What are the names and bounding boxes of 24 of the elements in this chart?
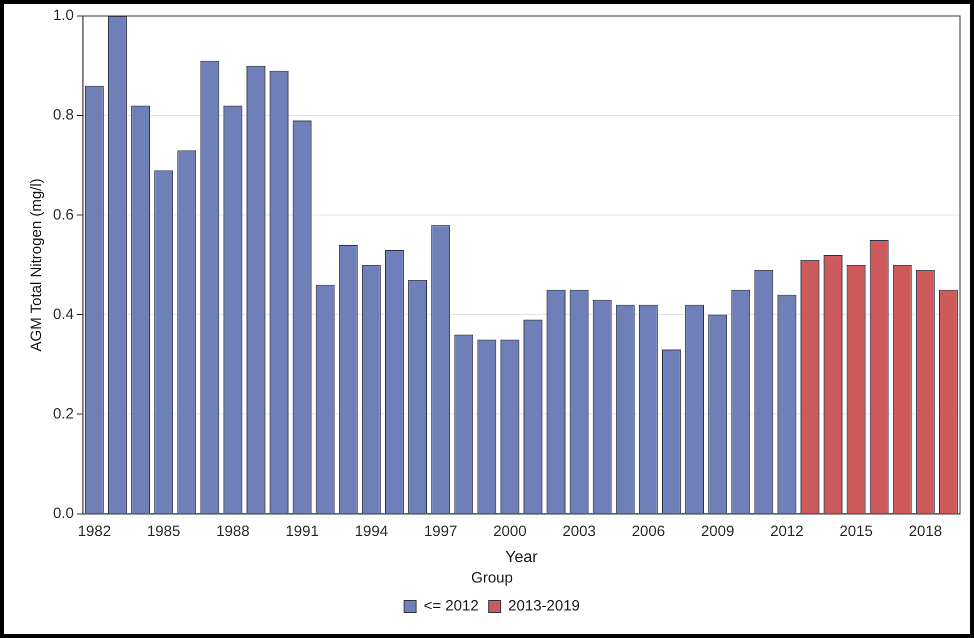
x-axis-title: Year xyxy=(505,548,538,566)
x-tick-label: 1988 xyxy=(216,522,250,540)
legend-label: 2013-2019 xyxy=(508,598,580,615)
y-axis-title: AGM Total Nitrogen (mg/l) xyxy=(28,178,46,352)
x-tick-label: 1997 xyxy=(424,522,458,540)
x-tick-label: 1982 xyxy=(78,522,112,540)
x-tick-label: 1991 xyxy=(285,522,319,540)
legend-label: <= 2012 xyxy=(424,598,479,615)
x-tick-label: 2006 xyxy=(632,522,666,540)
x-tick-label: 2000 xyxy=(493,522,527,540)
y-tick-label: 0.6 xyxy=(52,206,74,224)
x-tick-label: 2003 xyxy=(562,522,596,540)
x-tick-label: 2018 xyxy=(908,522,942,540)
y-tick-label: 0.0 xyxy=(52,504,74,522)
y-tick-label: 0.4 xyxy=(52,306,74,323)
x-tick-label: 1994 xyxy=(354,522,388,540)
x-tick-label: 2009 xyxy=(700,522,734,540)
x-tick-label: 1985 xyxy=(146,522,180,540)
y-tick-label: 0.2 xyxy=(52,405,74,422)
y-tick-label: 1.0 xyxy=(52,7,74,24)
x-tick-label: 2012 xyxy=(770,522,804,540)
y-tick-label: 0.8 xyxy=(52,106,74,124)
x-tick-label: 2015 xyxy=(839,522,873,540)
legend-title: Group xyxy=(471,570,513,587)
